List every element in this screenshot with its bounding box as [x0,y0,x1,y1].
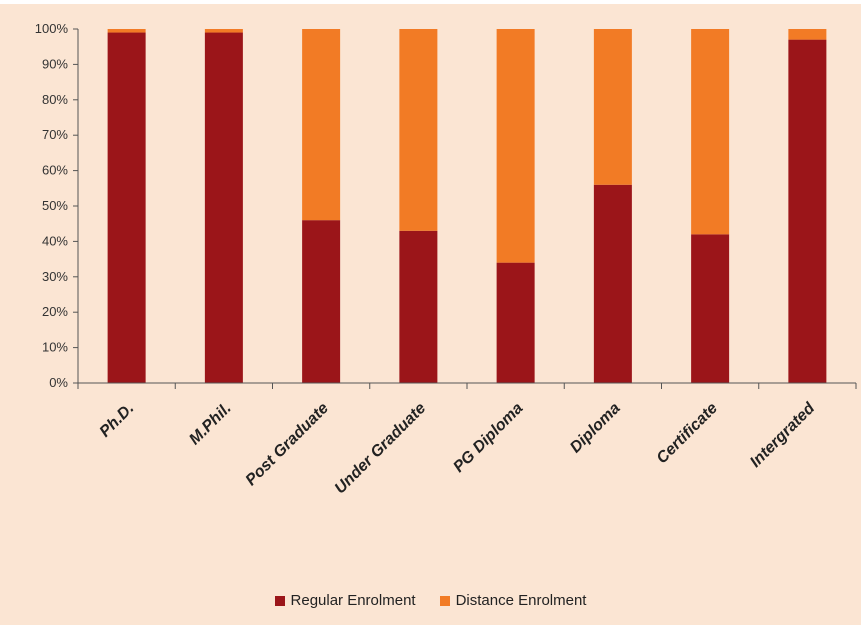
bar-distance [204,29,243,33]
y-tick-label: 40% [42,233,68,248]
y-tick-label: 50% [42,198,68,213]
bar-distance [399,29,438,231]
bar-regular [107,32,146,383]
x-tick-label: M.Phil. [186,400,234,448]
y-tick-label: 80% [42,92,68,107]
y-tick-label: 10% [42,340,68,355]
legend-swatch-distance [439,595,450,606]
y-tick-label: 70% [42,127,68,142]
stacked-bar-chart: 0% 10% 20% 30% 40% 50% 60% 70% 80% 90% 100% Ph.D. M… [35,21,857,498]
x-tick-label: Under Graduate [332,400,430,498]
y-tick-label: 20% [42,304,68,319]
chart-panel: 0% 10% 20% 30% 40% 50% 60% 70% 80% 90% 100% Ph.D. M… [0,4,861,625]
bar-regular [593,184,632,383]
bars [107,29,827,384]
bar-regular [302,220,341,383]
bar-distance [593,29,632,185]
x-tick-label: Intergrated [747,399,819,471]
y-tick-label: 90% [42,56,68,71]
y-tick-label: 60% [42,163,68,178]
x-tick-label: Certificate [654,400,721,467]
y-tick-label: 0% [49,375,68,390]
legend-label-distance: Distance Enrolment [455,592,587,609]
bar-distance [107,29,146,33]
bar-regular [691,234,730,383]
y-axis: 0% 10% 20% 30% 40% 50% 60% 70% 80% 90% 100% [35,21,79,390]
x-tick-label: Post Graduate [243,400,332,489]
legend-swatch-regular [274,595,285,606]
x-axis: Ph.D. M.Phil. Post Graduate Under Graduate P… [77,382,857,498]
bar-regular [788,39,827,384]
bar-regular [496,262,535,383]
bar-regular [204,32,243,383]
legend-item-regular: Regular Enrolment [274,592,416,609]
x-tick-label: PG Diploma [450,400,526,476]
legend: Regular Enrolment Distance Enrolment [0,592,861,609]
y-tick-label: 30% [42,269,68,284]
legend-label-regular: Regular Enrolment [290,592,416,609]
bar-regular [399,230,438,383]
bar-distance [788,29,827,40]
legend-item-distance: Distance Enrolment [439,592,587,609]
bar-distance [302,29,341,221]
x-tick-label: Diploma [567,400,624,457]
bar-distance [496,29,535,263]
x-tick-label: Ph.D. [97,400,138,441]
y-tick-label: 100% [35,21,69,36]
bar-distance [691,29,730,235]
